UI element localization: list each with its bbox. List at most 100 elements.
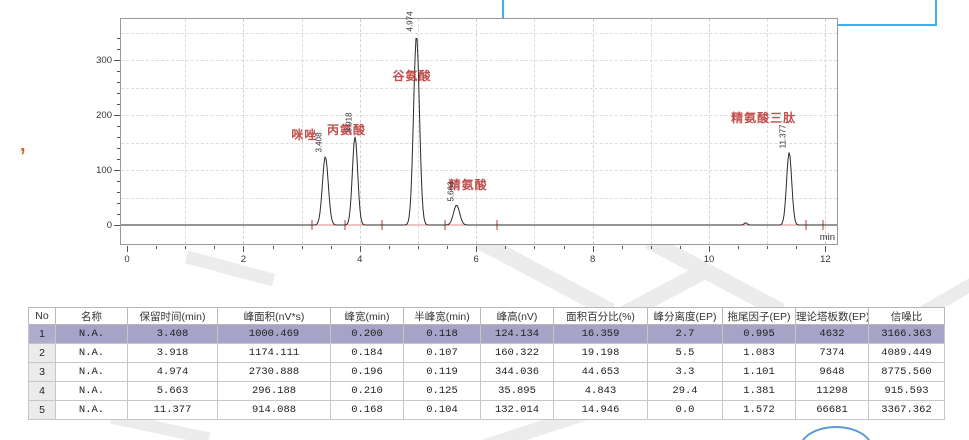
data-cell: 1000.469: [217, 324, 331, 344]
x-axis-tick-label: 12: [820, 254, 831, 265]
data-cell: 4089.449: [868, 343, 945, 363]
peak-retention-time-label: 4.974: [405, 11, 415, 32]
x-axis-major-tick: [592, 246, 594, 252]
column-header: 名称: [55, 307, 128, 325]
table-header-row: No 名称 保留时间(min) 峰面积(nV*s) 峰宽(min) 半峰宽(min) 峰高(…: [28, 307, 945, 325]
x-axis-minor-tick: [272, 246, 274, 249]
data-cell: 4.843: [553, 381, 648, 401]
signal-curve: [121, 37, 837, 226]
x-axis-major-tick: [127, 246, 128, 252]
x-axis-major-tick: [709, 246, 710, 252]
peak-name-label: 丙氨酸: [327, 122, 367, 137]
gridline-vertical: [825, 19, 827, 244]
x-axis-unit-label: min: [819, 232, 835, 243]
y-axis-minor-tick: [117, 148, 120, 149]
row-number-cell: 1: [28, 324, 56, 344]
y-axis-tick-label: 300: [96, 54, 112, 66]
y-axis-tick-label: 0: [106, 219, 112, 231]
x-axis-major-tick: [476, 246, 478, 252]
x-axis-minor-tick: [796, 246, 798, 249]
gridline-vertical: [243, 19, 245, 244]
chromatogram-plot-area[interactable]: [120, 18, 838, 245]
data-cell: 1.381: [722, 381, 796, 401]
highlight-ellipse-annotation: [799, 426, 873, 440]
column-header: 信噪比: [868, 307, 945, 325]
y-axis-minor-tick: [117, 137, 120, 138]
data-cell: 3.408: [127, 324, 218, 344]
data-cell: 1.572: [722, 400, 796, 420]
data-cell: N.A.: [55, 324, 128, 344]
table-row[interactable]: 5 N.A. 11.377 914.088 0.168 0.104 132.014 14.94…: [28, 400, 945, 420]
y-axis-minor-tick: [117, 82, 120, 83]
data-cell: 1.083: [722, 343, 796, 363]
data-cell: 14.946: [553, 400, 648, 420]
y-axis-minor-tick: [117, 192, 120, 193]
gridline-vertical: [359, 19, 361, 244]
peak-name-label: 精氨酸: [448, 178, 488, 193]
x-axis-minor-tick: [505, 246, 507, 249]
data-cell: 4632: [795, 324, 869, 344]
column-header: 保留时间(min): [127, 307, 218, 325]
y-axis-minor-tick: [117, 38, 120, 39]
data-cell: 2730.888: [217, 362, 331, 382]
y-axis-minor-tick: [117, 49, 120, 50]
table-row[interactable]: 1 N.A. 3.408 1000.469 0.200 0.118 124.134 16.35…: [28, 324, 945, 344]
peak-retention-time-label: 3.408: [314, 132, 324, 153]
row-number-cell: 4: [28, 381, 56, 401]
data-cell: 16.359: [553, 324, 648, 344]
data-cell: 0.210: [330, 381, 404, 401]
watermark-stroke: [645, 233, 785, 319]
data-cell: 0.200: [330, 324, 404, 344]
x-axis-minor-tick: [156, 246, 158, 249]
peak-retention-time-label: 11.377: [778, 124, 788, 149]
column-header: 拖尾因子(EP): [722, 307, 796, 325]
data-cell: 4.974: [127, 362, 218, 382]
peak-retention-time-label: 5.663: [446, 181, 456, 202]
table-row[interactable]: 4 N.A. 5.663 296.188 0.210 0.125 35.895 4.843 29…: [28, 381, 945, 401]
data-cell: 2.7: [647, 324, 723, 344]
stray-comma-text: ,: [20, 134, 26, 156]
data-cell: 0.184: [330, 343, 404, 363]
column-header: 峰面积(nV*s): [217, 307, 331, 325]
x-axis-tick-label: 8: [589, 254, 596, 265]
gridline-vertical: [301, 19, 303, 244]
data-cell: 132.014: [480, 400, 554, 420]
y-axis-minor-tick: [117, 126, 120, 127]
data-cell: 914.088: [217, 400, 331, 420]
table-row[interactable]: 3 N.A. 4.974 2730.888 0.196 0.119 344.036 44.65…: [28, 362, 945, 382]
column-header: 理论塔板数(EP): [795, 307, 869, 325]
y-axis-minor-tick: [117, 181, 120, 182]
data-cell: 11298: [795, 381, 869, 401]
data-cell: 124.134: [480, 324, 554, 344]
y-axis-minor-tick: [117, 203, 120, 204]
x-axis-tick-label: 10: [703, 254, 715, 265]
data-cell: 3367.362: [868, 400, 945, 420]
row-number-cell: 3: [28, 362, 56, 382]
column-header: 峰高(nV): [480, 307, 554, 325]
gridline-vertical: [709, 19, 710, 244]
watermark-stroke: [184, 250, 276, 287]
x-axis-minor-tick: [388, 246, 390, 249]
x-axis-minor-tick: [621, 246, 623, 249]
data-cell: 344.036: [480, 362, 554, 382]
data-cell: 66681: [795, 400, 869, 420]
data-cell: 29.4: [647, 381, 723, 401]
data-cell: 11.377: [127, 400, 218, 420]
row-number-cell: 5: [28, 400, 56, 420]
data-cell: 1.101: [722, 362, 796, 382]
y-axis-tick-label: 100: [96, 164, 112, 176]
y-axis-minor-tick: [117, 71, 120, 72]
y-axis-minor-tick: [117, 104, 120, 105]
x-axis-minor-tick: [679, 246, 681, 249]
gridline-horizontal: [121, 197, 837, 199]
data-cell: 0.104: [403, 400, 481, 420]
x-axis-minor-tick: [301, 246, 303, 249]
column-header: No: [28, 307, 56, 325]
data-cell: 5.5: [647, 343, 723, 363]
x-axis-minor-tick: [563, 246, 565, 249]
gridline-vertical: [185, 19, 187, 244]
x-axis-minor-tick: [738, 246, 740, 249]
data-cell: 0.125: [403, 381, 481, 401]
table-row[interactable]: 2 N.A. 3.918 1174.111 0.184 0.107 160.322 19.19…: [28, 343, 945, 363]
data-cell: 5.663: [127, 381, 218, 401]
